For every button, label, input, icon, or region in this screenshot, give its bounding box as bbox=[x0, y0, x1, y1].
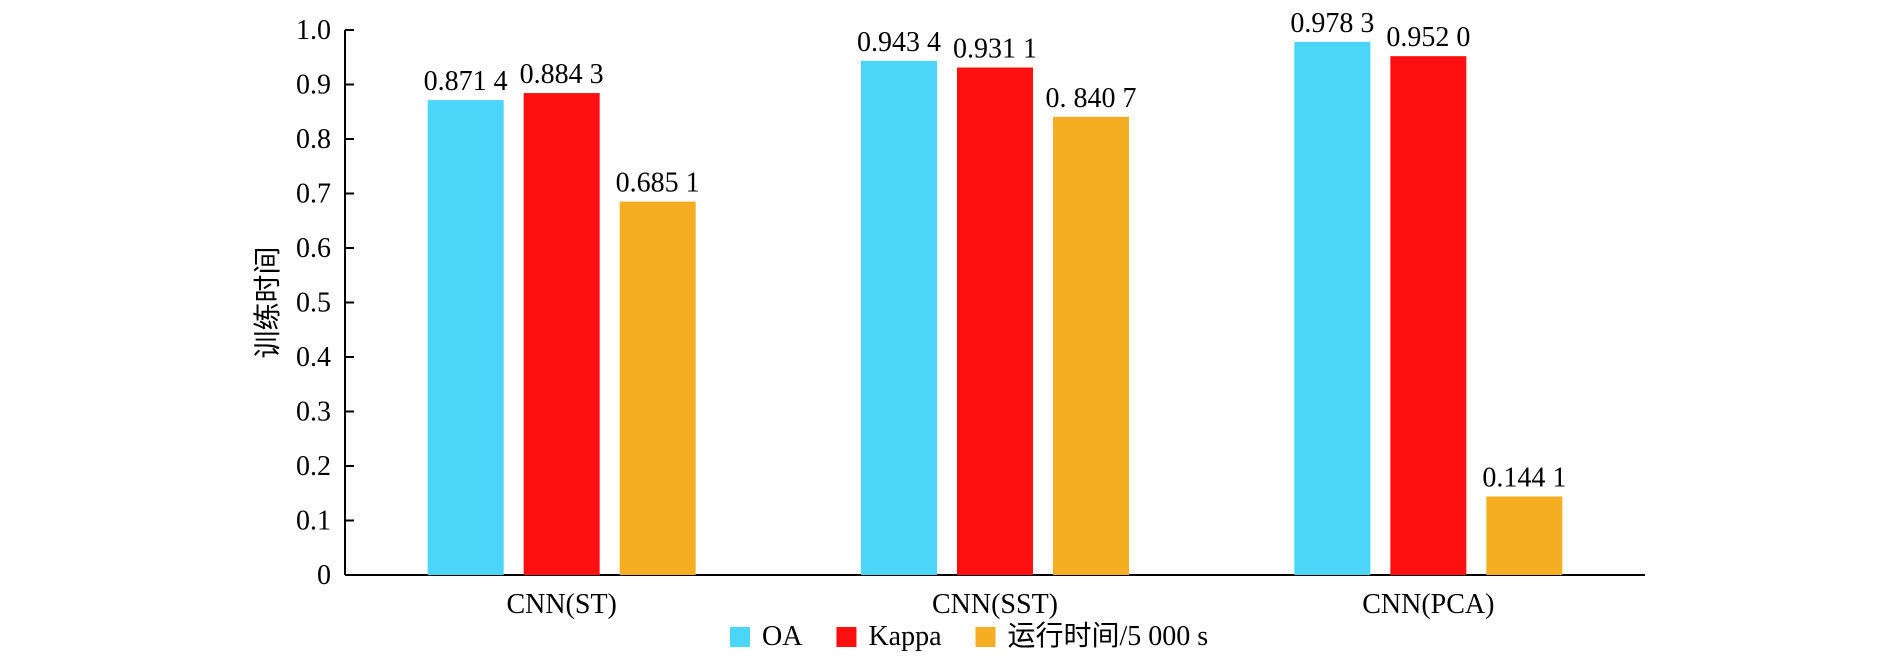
data-label: 0.931 1 bbox=[953, 34, 1037, 65]
bar-cnn-sst--series-2 bbox=[1053, 116, 1129, 576]
data-label: 0.952 0 bbox=[1386, 22, 1470, 53]
bar-cnn-sst--series-0 bbox=[861, 60, 937, 576]
legend-swatch-0 bbox=[730, 627, 750, 647]
data-label: 0.144 1 bbox=[1482, 462, 1566, 493]
bar-cnn-sst--series-1 bbox=[957, 67, 1033, 575]
y-tick-label: 0 bbox=[317, 560, 331, 591]
legend-swatch-2 bbox=[975, 627, 996, 647]
y-tick-label: 0.1 bbox=[296, 506, 331, 537]
legend-swatch-1 bbox=[836, 627, 857, 647]
legend-label-1: Kappa bbox=[868, 621, 942, 652]
data-label: 0.871 4 bbox=[424, 66, 508, 97]
y-tick-label: 0.9 bbox=[296, 70, 331, 101]
legend-label-2: 运行时间/5 000 s bbox=[1008, 620, 1209, 652]
data-label: 0. 840 7 bbox=[1046, 83, 1137, 114]
y-tick-label: 0.3 bbox=[296, 397, 331, 428]
data-label: 0.943 4 bbox=[857, 27, 941, 58]
y-tick-label: 0.6 bbox=[296, 233, 331, 264]
bar-cnn-pca--series-2 bbox=[1486, 496, 1563, 575]
bar-cnn-st--series-2 bbox=[619, 201, 696, 576]
y-tick-label: 0.7 bbox=[296, 179, 331, 210]
bar-cnn-pca--series-0 bbox=[1294, 41, 1371, 576]
legend-label-0: OA bbox=[762, 621, 803, 652]
bar-cnn-st--series-1 bbox=[523, 93, 600, 575]
y-tick-label: 0.5 bbox=[296, 288, 331, 319]
y-axis-title: 训练时间 bbox=[252, 246, 284, 358]
y-tick-label: 0.4 bbox=[296, 342, 331, 373]
x-category-label: CNN(SST) bbox=[932, 589, 1058, 620]
x-category-label: CNN(PCA) bbox=[1362, 589, 1494, 620]
y-tick-label: 0.2 bbox=[296, 451, 331, 482]
bar-cnn-pca--series-1 bbox=[1390, 56, 1467, 576]
y-tick-label: 0.8 bbox=[296, 124, 331, 155]
data-label: 0.685 1 bbox=[616, 168, 700, 199]
data-label: 0.884 3 bbox=[520, 59, 604, 90]
data-label: 0.978 3 bbox=[1290, 8, 1374, 39]
x-category-label: CNN(ST) bbox=[506, 589, 616, 620]
bar-cnn-st--series-0 bbox=[427, 100, 504, 575]
y-tick-label: 1.0 bbox=[296, 15, 331, 46]
